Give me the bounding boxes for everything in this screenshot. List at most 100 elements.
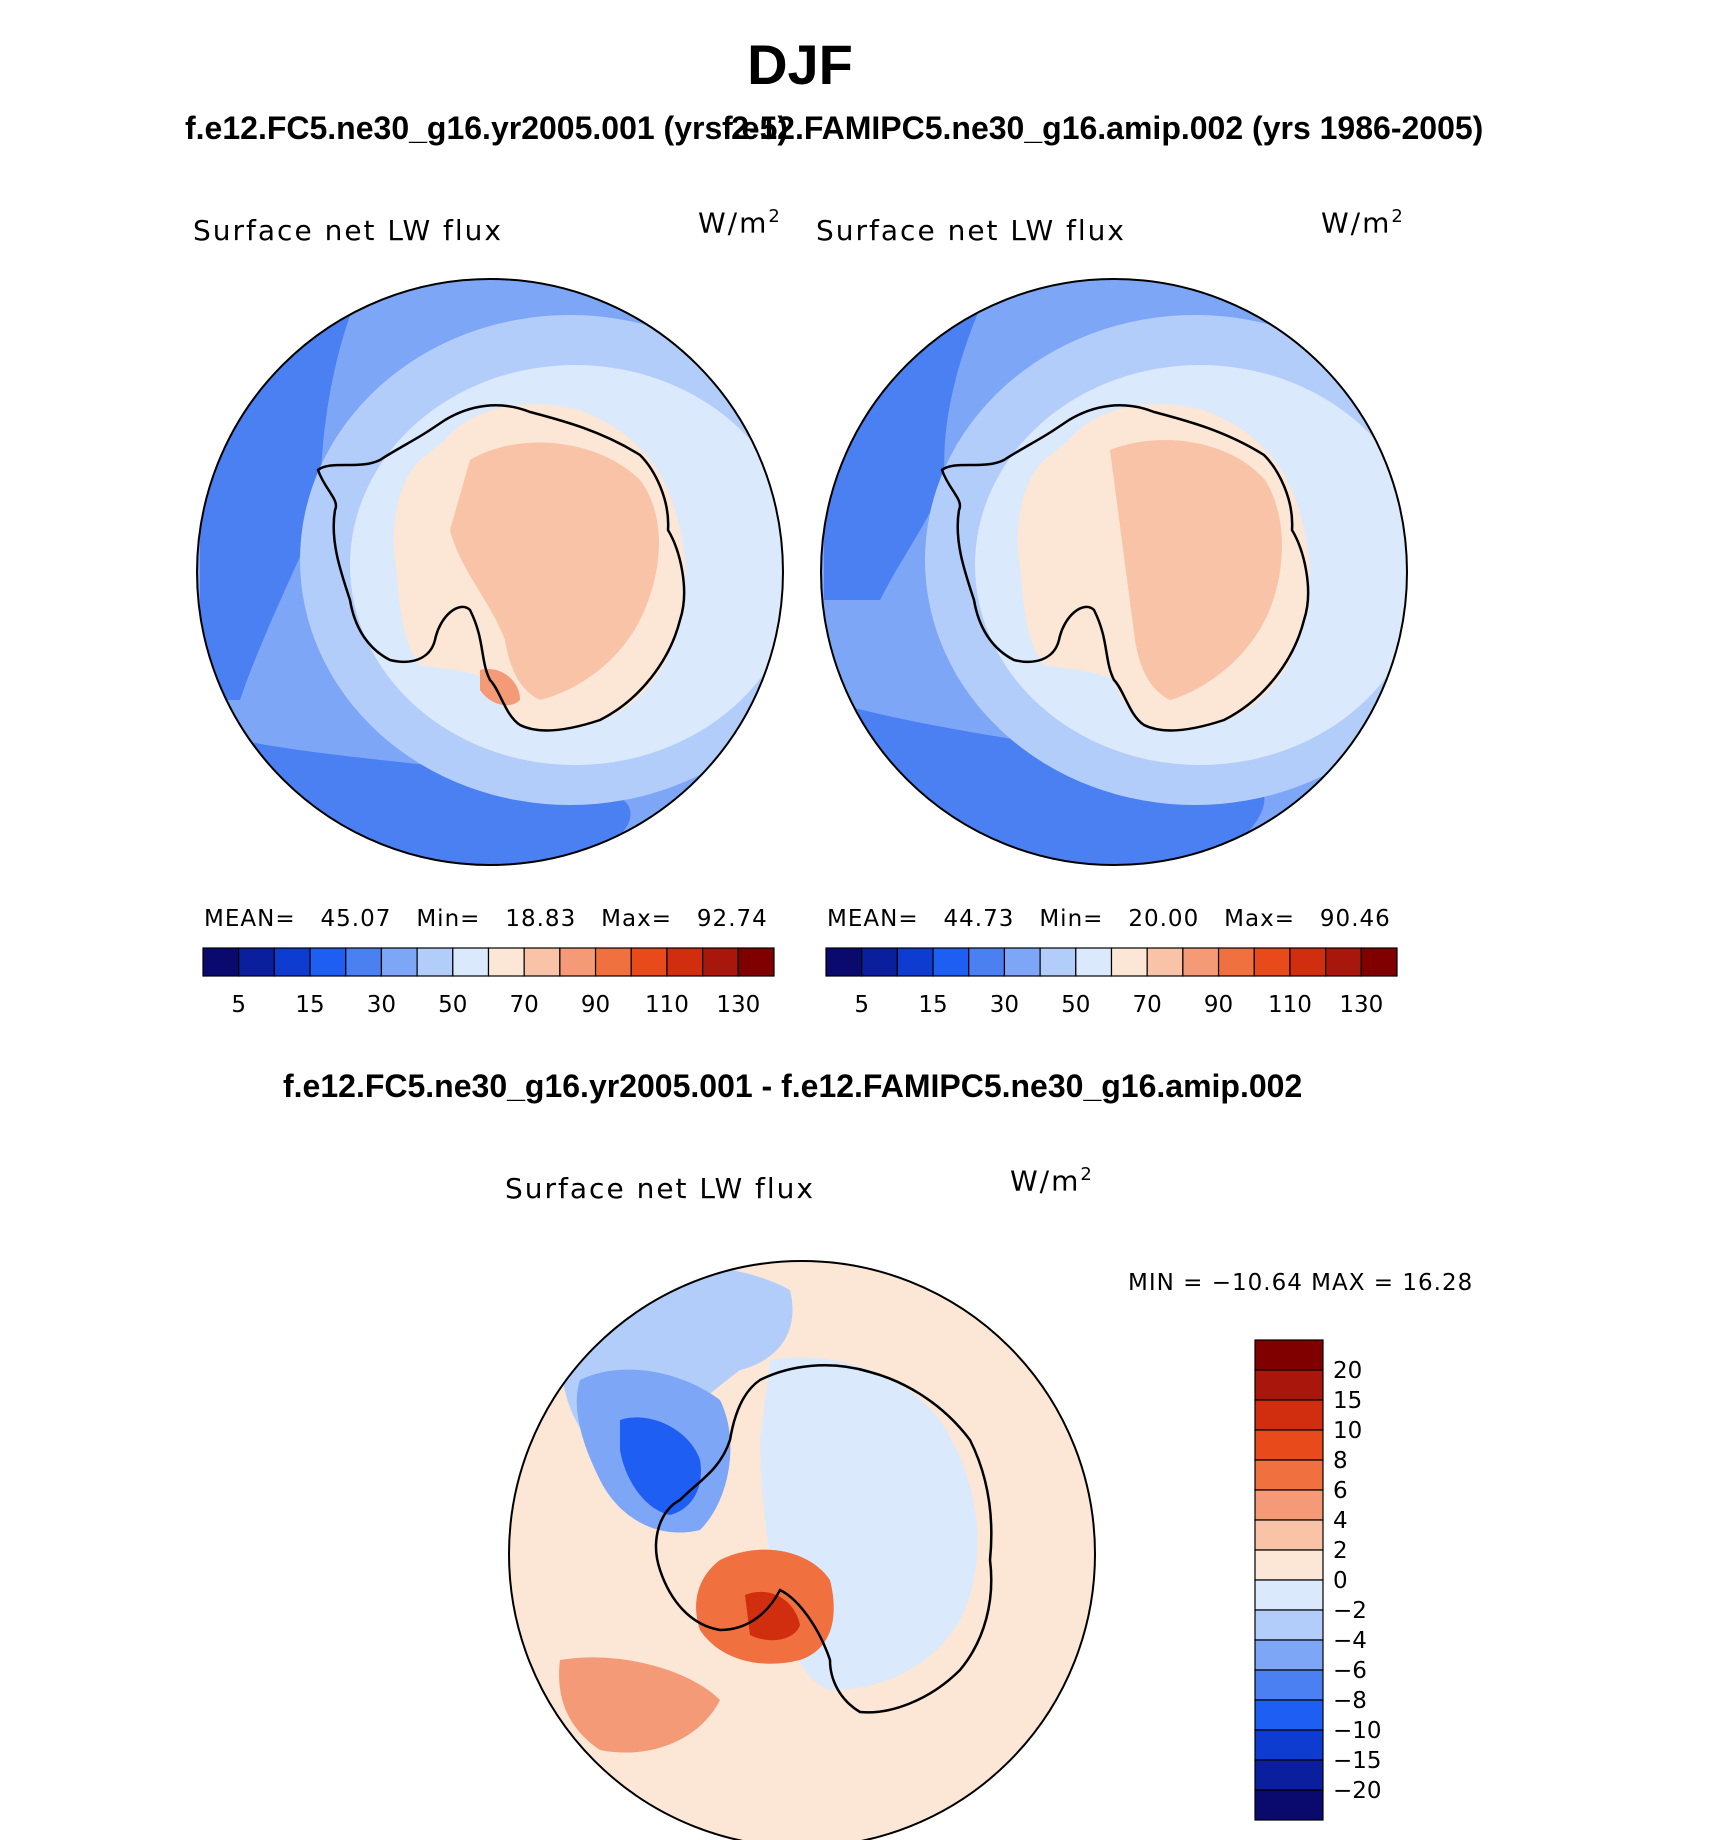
panel1-colorbar-swatch-3 <box>309 947 347 977</box>
panel1-colorbar-swatch-2 <box>273 947 311 977</box>
panel2-colorbar-swatch-7 <box>1075 947 1113 977</box>
panel1-colorbar-swatch-8 <box>487 947 525 977</box>
diff-colorbar-swatch-8 <box>1254 1579 1324 1611</box>
diff-colorbar-tick-label: 8 <box>1333 1448 1348 1474</box>
panel2-colorbar-swatch-10 <box>1182 947 1220 977</box>
diff-min-max: MIN = −10.64 MAX = 16.28 <box>1128 1270 1474 1296</box>
panel1-colorbar-swatch-5 <box>380 947 418 977</box>
panel1-colorbar-swatch-10 <box>559 947 597 977</box>
panel2-colorbar-swatch-2 <box>896 947 934 977</box>
panel2-colorbar-tick-label: 30 <box>990 992 1019 1018</box>
panel2-map-border <box>820 278 1408 866</box>
panel1-map <box>197 279 783 865</box>
diff-positive-south <box>559 1657 720 1753</box>
panel2-colorbar-swatch-3 <box>932 947 970 977</box>
panel2-stats: MEAN= 44.73 Min= 20.00 Max= 90.46 <box>827 906 1391 932</box>
panel2-units: W/m2 <box>1321 206 1405 240</box>
diff-colorbar-swatch-14 <box>1254 1759 1324 1791</box>
diff-colorbar-tick-label: −8 <box>1333 1688 1367 1714</box>
diff-colorbar-tick-label: −2 <box>1333 1598 1367 1624</box>
panel2-colorbar-swatch-4 <box>968 947 1006 977</box>
diff-map <box>509 1261 1095 1840</box>
panel1-colorbar-swatch-1 <box>238 947 275 977</box>
panel1-colorbar-tick-label: 110 <box>645 992 689 1018</box>
panel1-coastline <box>316 404 686 732</box>
panel1-colorbar-swatch-15 <box>737 947 775 977</box>
panel1-continent-warm <box>450 442 659 700</box>
diff-colorbar-swatch-13 <box>1254 1729 1324 1761</box>
diff-colorbar-swatch-3 <box>1254 1429 1324 1461</box>
diff-colorbar-swatch-6 <box>1254 1519 1324 1551</box>
panel1-colorbar-tick-label: 90 <box>581 992 610 1018</box>
panel1-variable-label: Surface net LW flux <box>193 214 503 247</box>
panel2-colorbar-tick-label: 15 <box>918 992 947 1018</box>
page-title: DJF <box>747 33 853 96</box>
panel1-colorbar-swatch-11 <box>594 947 632 977</box>
panel2-colorbar-tick-label: 50 <box>1061 992 1090 1018</box>
panel2-colorbar-swatch-1 <box>861 947 898 977</box>
panel2-continent-warm <box>1110 440 1282 700</box>
panel2-colorbar-swatch-15 <box>1360 947 1398 977</box>
diff-positive-core <box>745 1591 800 1641</box>
panel1-case-title: f.e12.FC5.ne30_g16.yr2005.001 (yrs 2-5) <box>185 110 789 146</box>
panel2-colorbar-tick-label: 5 <box>854 992 869 1018</box>
panel2-colorbar-tick-label: 110 <box>1268 992 1312 1018</box>
panel2-colorbar: 5 15 30 50 70 90 110 130 <box>825 947 1398 1018</box>
panel1-colorbar-tick-label: 15 <box>295 992 324 1018</box>
panel1-colorbar-swatch-7 <box>452 947 490 977</box>
panel1-colorbar: 5 15 30 50 70 90 110 130 <box>202 947 775 1018</box>
panel2-variable-label: Surface net LW flux <box>816 214 1126 247</box>
panel2-colorbar-swatch-11 <box>1217 947 1255 977</box>
panel2-colorbar-swatch-6 <box>1039 947 1077 977</box>
diff-colorbar-tick-label: −10 <box>1333 1718 1382 1744</box>
panel1-units: W/m2 <box>698 206 782 240</box>
panel2-colorbar-tick-label: 90 <box>1204 992 1233 1018</box>
panel2-case-title: f.e12.FAMIPC5.ne30_g16.amip.002 (yrs 198… <box>722 110 1484 146</box>
panel2-coastline <box>940 404 1310 732</box>
diff-map-border <box>508 1260 1096 1840</box>
diff-colorbar-tick-label: −20 <box>1333 1778 1382 1804</box>
diff-colorbar-tick-label: 0 <box>1333 1568 1348 1594</box>
diff-colorbar-tick-label: 2 <box>1333 1538 1348 1564</box>
panel2-colorbar-swatch-8 <box>1110 947 1148 977</box>
diff-colorbar-tick-label: −15 <box>1333 1748 1382 1774</box>
diff-colorbar-tick-label: 15 <box>1333 1388 1362 1414</box>
diff-colorbar-swatch-2 <box>1254 1399 1324 1431</box>
panel1-colorbar-swatch-0 <box>202 947 240 977</box>
panel2-colorbar-swatch-14 <box>1325 947 1362 977</box>
diff-colorbar-tick-label: −6 <box>1333 1658 1367 1684</box>
diff-coastline <box>654 1364 993 1714</box>
diff-colorbar-swatch-7 <box>1254 1549 1324 1581</box>
diff-title: f.e12.FC5.ne30_g16.yr2005.001 - f.e12.FA… <box>283 1068 1303 1104</box>
panel1-map-border <box>196 278 784 866</box>
panel2-colorbar-tick-label: 70 <box>1133 992 1162 1018</box>
panel2-colorbar-swatch-12 <box>1253 947 1291 977</box>
diff-colorbar-swatch-9 <box>1254 1609 1324 1641</box>
panel1-colorbar-swatch-14 <box>702 947 739 977</box>
panel1-colorbar-swatch-13 <box>666 947 704 977</box>
panel2-colorbar-swatch-0 <box>825 947 863 977</box>
diff-colorbar-swatch-5 <box>1254 1489 1324 1521</box>
panel1-colorbar-swatch-4 <box>345 947 383 977</box>
diff-colorbar-swatch-10 <box>1254 1639 1324 1671</box>
panel1-colorbar-swatch-6 <box>416 947 454 977</box>
panel2-colorbar-swatch-13 <box>1289 947 1327 977</box>
diff-colorbar-swatch-15 <box>1254 1789 1324 1821</box>
panel1-colorbar-tick-label: 50 <box>438 992 467 1018</box>
panel1-colorbar-swatch-12 <box>630 947 668 977</box>
diff-negative-core <box>620 1417 701 1515</box>
panel1-colorbar-tick-label: 130 <box>716 992 760 1018</box>
diff-colorbar-tick-label: 6 <box>1333 1478 1348 1504</box>
panel1-colorbar-swatch-9 <box>523 947 561 977</box>
diff-units: W/m2 <box>1010 1164 1094 1198</box>
panel2-colorbar-tick-label: 130 <box>1339 992 1383 1018</box>
panel1-colorbar-tick-label: 5 <box>231 992 246 1018</box>
diff-variable-label: Surface net LW flux <box>505 1172 815 1205</box>
diff-colorbar-tick-label: 20 <box>1333 1358 1362 1384</box>
diff-colorbar-tick-label: −4 <box>1333 1628 1367 1654</box>
panel2-colorbar-swatch-9 <box>1146 947 1184 977</box>
diff-colorbar-swatch-12 <box>1254 1699 1324 1731</box>
panel2-colorbar-swatch-5 <box>1003 947 1041 977</box>
